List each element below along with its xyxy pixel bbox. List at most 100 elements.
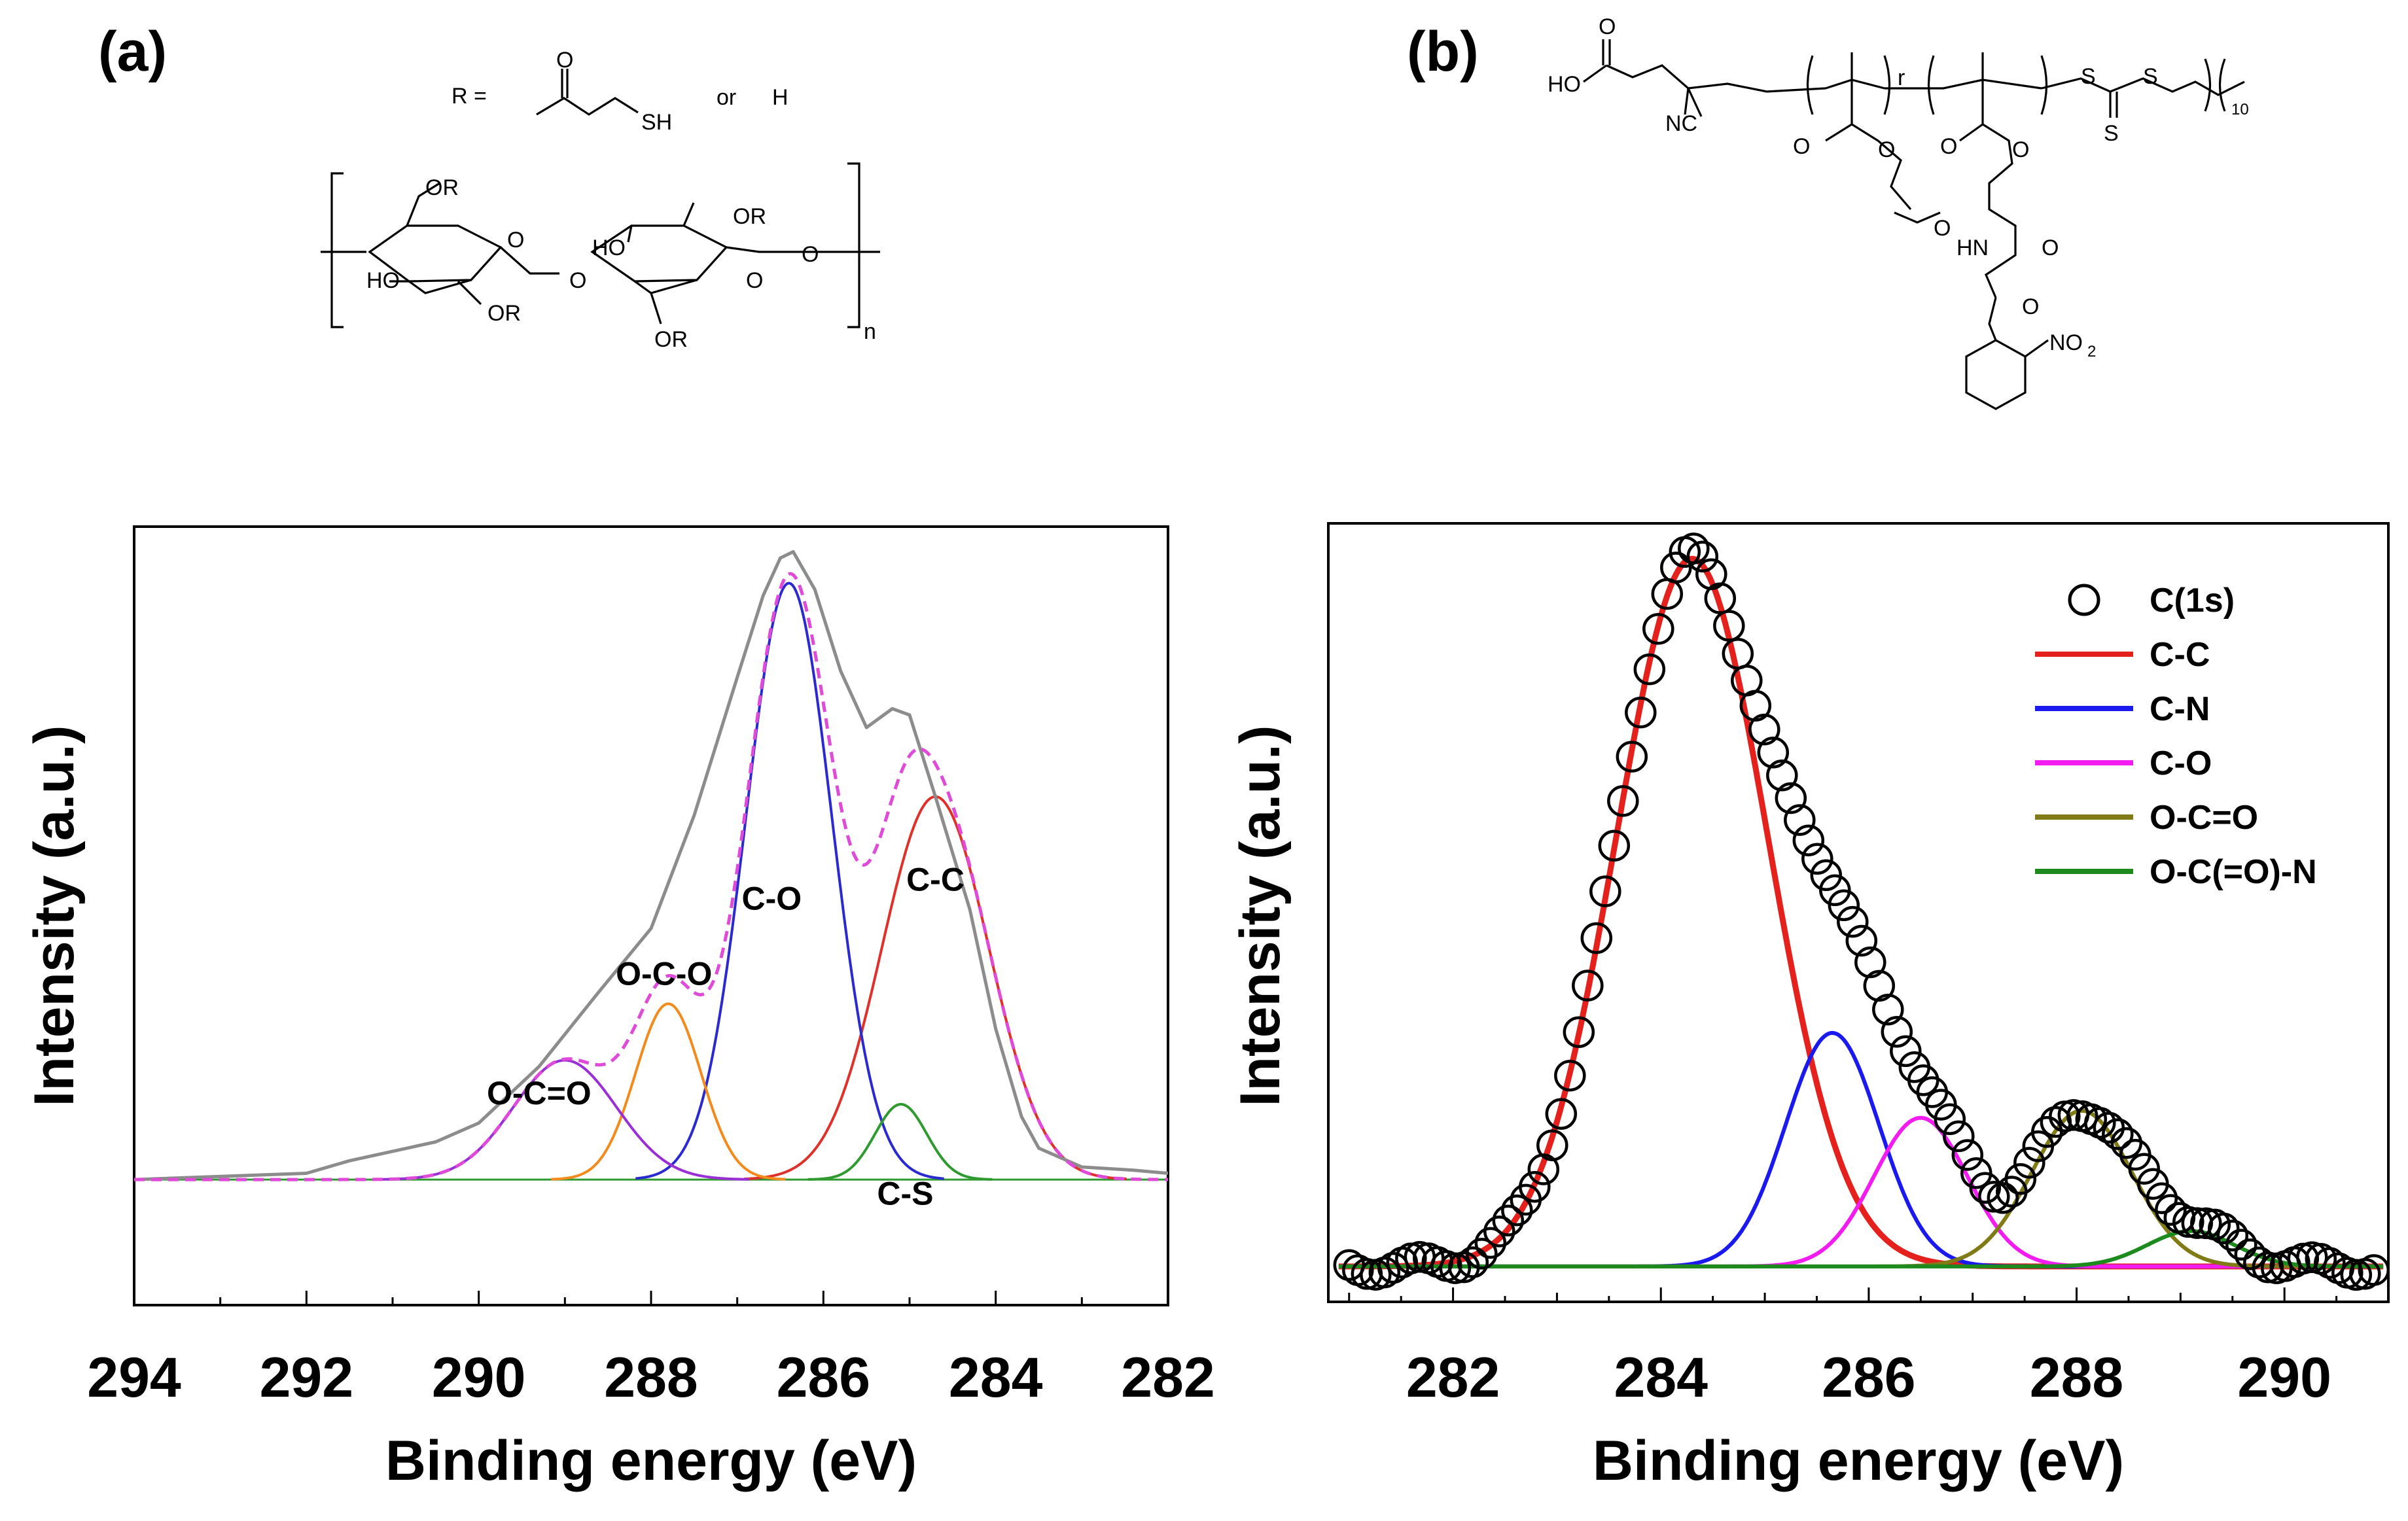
y-axis-title-b: Intensity (a.u.): [1229, 726, 1292, 1107]
measured-point: [2004, 1163, 2037, 1195]
measured-point: [1377, 1251, 1409, 1284]
measured-point: [2155, 1194, 2187, 1226]
measured-point: [2225, 1229, 2258, 1261]
random-r: r: [1898, 65, 1905, 90]
measured-point: [2216, 1219, 2249, 1251]
x-tick-label: 284: [1614, 1346, 1708, 1409]
ring-o-3: O: [746, 268, 763, 293]
measured-point: [1713, 610, 1745, 642]
plot-frame-b: [1327, 522, 2390, 1303]
measured-point: [1642, 613, 1674, 645]
measured-point: [1757, 737, 1790, 769]
measured-point: [1766, 760, 1798, 792]
curves-b: [1338, 555, 2384, 1270]
x-axis-ticks-a: [133, 1291, 1169, 1305]
polymer-structure: [1583, 39, 2245, 410]
legend-label: C(1s): [2150, 582, 2235, 620]
raft-s-3: S: [2143, 64, 2158, 89]
measured-point: [1457, 1246, 1489, 1278]
cellulose-structure-labels: R = O SH or H OR OR OR OR HO HO O O O O …: [366, 48, 876, 352]
legend-marker: [2068, 584, 2100, 616]
measured-point: [1837, 905, 1869, 938]
panel-b-label: (b): [1407, 20, 1479, 83]
acid-ho: HO: [1548, 72, 1581, 97]
ester-o-4: O: [2012, 137, 2029, 162]
measured-point: [1881, 1015, 1913, 1048]
measured-point: [2314, 1247, 2346, 1279]
measured-point: [1828, 889, 1860, 922]
r-sh-group: SH: [641, 110, 672, 135]
measured-point: [1845, 924, 1878, 957]
x-tick-label: 282: [1121, 1346, 1215, 1409]
measured-point: [1589, 875, 1621, 907]
measured-point: [1572, 970, 1604, 1002]
measured-point: [1580, 922, 1613, 954]
xps-chart-b: 282 284 286 288 290 C(1s) C-C C-N C-O O-C=O O-C(=…: [1229, 522, 2390, 1492]
carbamate-hn: HN: [1956, 236, 1989, 260]
plot-frame-a: [133, 525, 1169, 1306]
nitro-no: NO: [2049, 330, 2083, 355]
measured-point: [1810, 859, 1843, 892]
measured-point: [1775, 782, 1807, 814]
r-or-word: or: [717, 85, 736, 110]
measured-point: [1686, 540, 1719, 572]
measured-point: [1934, 1103, 1966, 1136]
measured-point: [1545, 1098, 1578, 1130]
measured-point: [1943, 1120, 1975, 1153]
peak-label: O-C-O: [616, 956, 712, 992]
measured-point: [2358, 1254, 2390, 1286]
x-axis-title-b: Binding energy (eV): [1593, 1429, 2124, 1492]
sub-or-2: OR: [487, 301, 521, 326]
measured-point: [1951, 1139, 1984, 1171]
measured-point: [1616, 741, 1648, 773]
subscript-n: n: [864, 319, 876, 344]
r-h-atom: H: [772, 85, 788, 110]
measured-point: [2208, 1212, 2240, 1245]
measured-point: [1863, 970, 1896, 1002]
measured-point: [1501, 1194, 1533, 1227]
legend-b: C(1s) C-C C-N C-O O-C=O O-C(=O)-N: [2035, 582, 2317, 891]
legend-label: O-C=O: [2150, 799, 2258, 837]
x-axis-ticks-b: [1348, 1287, 2390, 1302]
measured-point: [1439, 1252, 1472, 1284]
measured-points-b: [1333, 533, 2390, 1291]
measured-point: [1625, 696, 1657, 729]
x-tick-label: 286: [777, 1346, 871, 1409]
cellulose-structure: [321, 69, 880, 328]
sub-or-3: OR: [733, 204, 766, 229]
r-carbonyl-o: O: [556, 48, 573, 73]
measured-point: [2093, 1111, 2125, 1144]
ester-o-2: O: [1878, 137, 1895, 162]
measured-point: [1987, 1182, 2019, 1214]
component-o-c-o: [551, 1002, 786, 1181]
measured-point: [1890, 1035, 1922, 1068]
measured-point: [2172, 1206, 2204, 1238]
ho-group-1: HO: [366, 268, 400, 293]
raft-s-1: S: [2081, 64, 2096, 89]
ring-o-4: O: [802, 242, 819, 267]
x-tick-label: 282: [1406, 1346, 1500, 1409]
ho-group-2: HO: [592, 236, 626, 260]
acid-o: O: [1599, 14, 1616, 39]
measured-point: [1466, 1238, 1498, 1270]
measured-point: [1492, 1204, 1525, 1236]
x-tick-labels-a: 294 292 290 288 286 284 282: [87, 1346, 1215, 1409]
x-tick-labels-b: 282 284 286 288 290: [1406, 1346, 2331, 1409]
component-c-c: [1338, 555, 2384, 1270]
x-tick-label: 292: [260, 1346, 354, 1409]
peak-label: C-C: [906, 862, 965, 898]
measured-point: [1563, 1016, 1595, 1048]
nitro-sub-2: 2: [2087, 343, 2096, 360]
measured-point: [1474, 1227, 1507, 1259]
repeat-10: 10: [2231, 101, 2249, 118]
measured-point: [1554, 1059, 1586, 1092]
legend-label: C-N: [2150, 690, 2210, 728]
x-tick-label: 286: [1822, 1346, 1916, 1409]
measured-point: [1792, 824, 1825, 856]
x-tick-label: 288: [2030, 1346, 2124, 1409]
measured-point: [1519, 1170, 1551, 1203]
sub-or-1: OR: [425, 175, 459, 200]
peak-label: C-O: [742, 880, 802, 917]
peak-label: O-C=O: [487, 1075, 592, 1111]
measured-point: [1872, 993, 1904, 1026]
